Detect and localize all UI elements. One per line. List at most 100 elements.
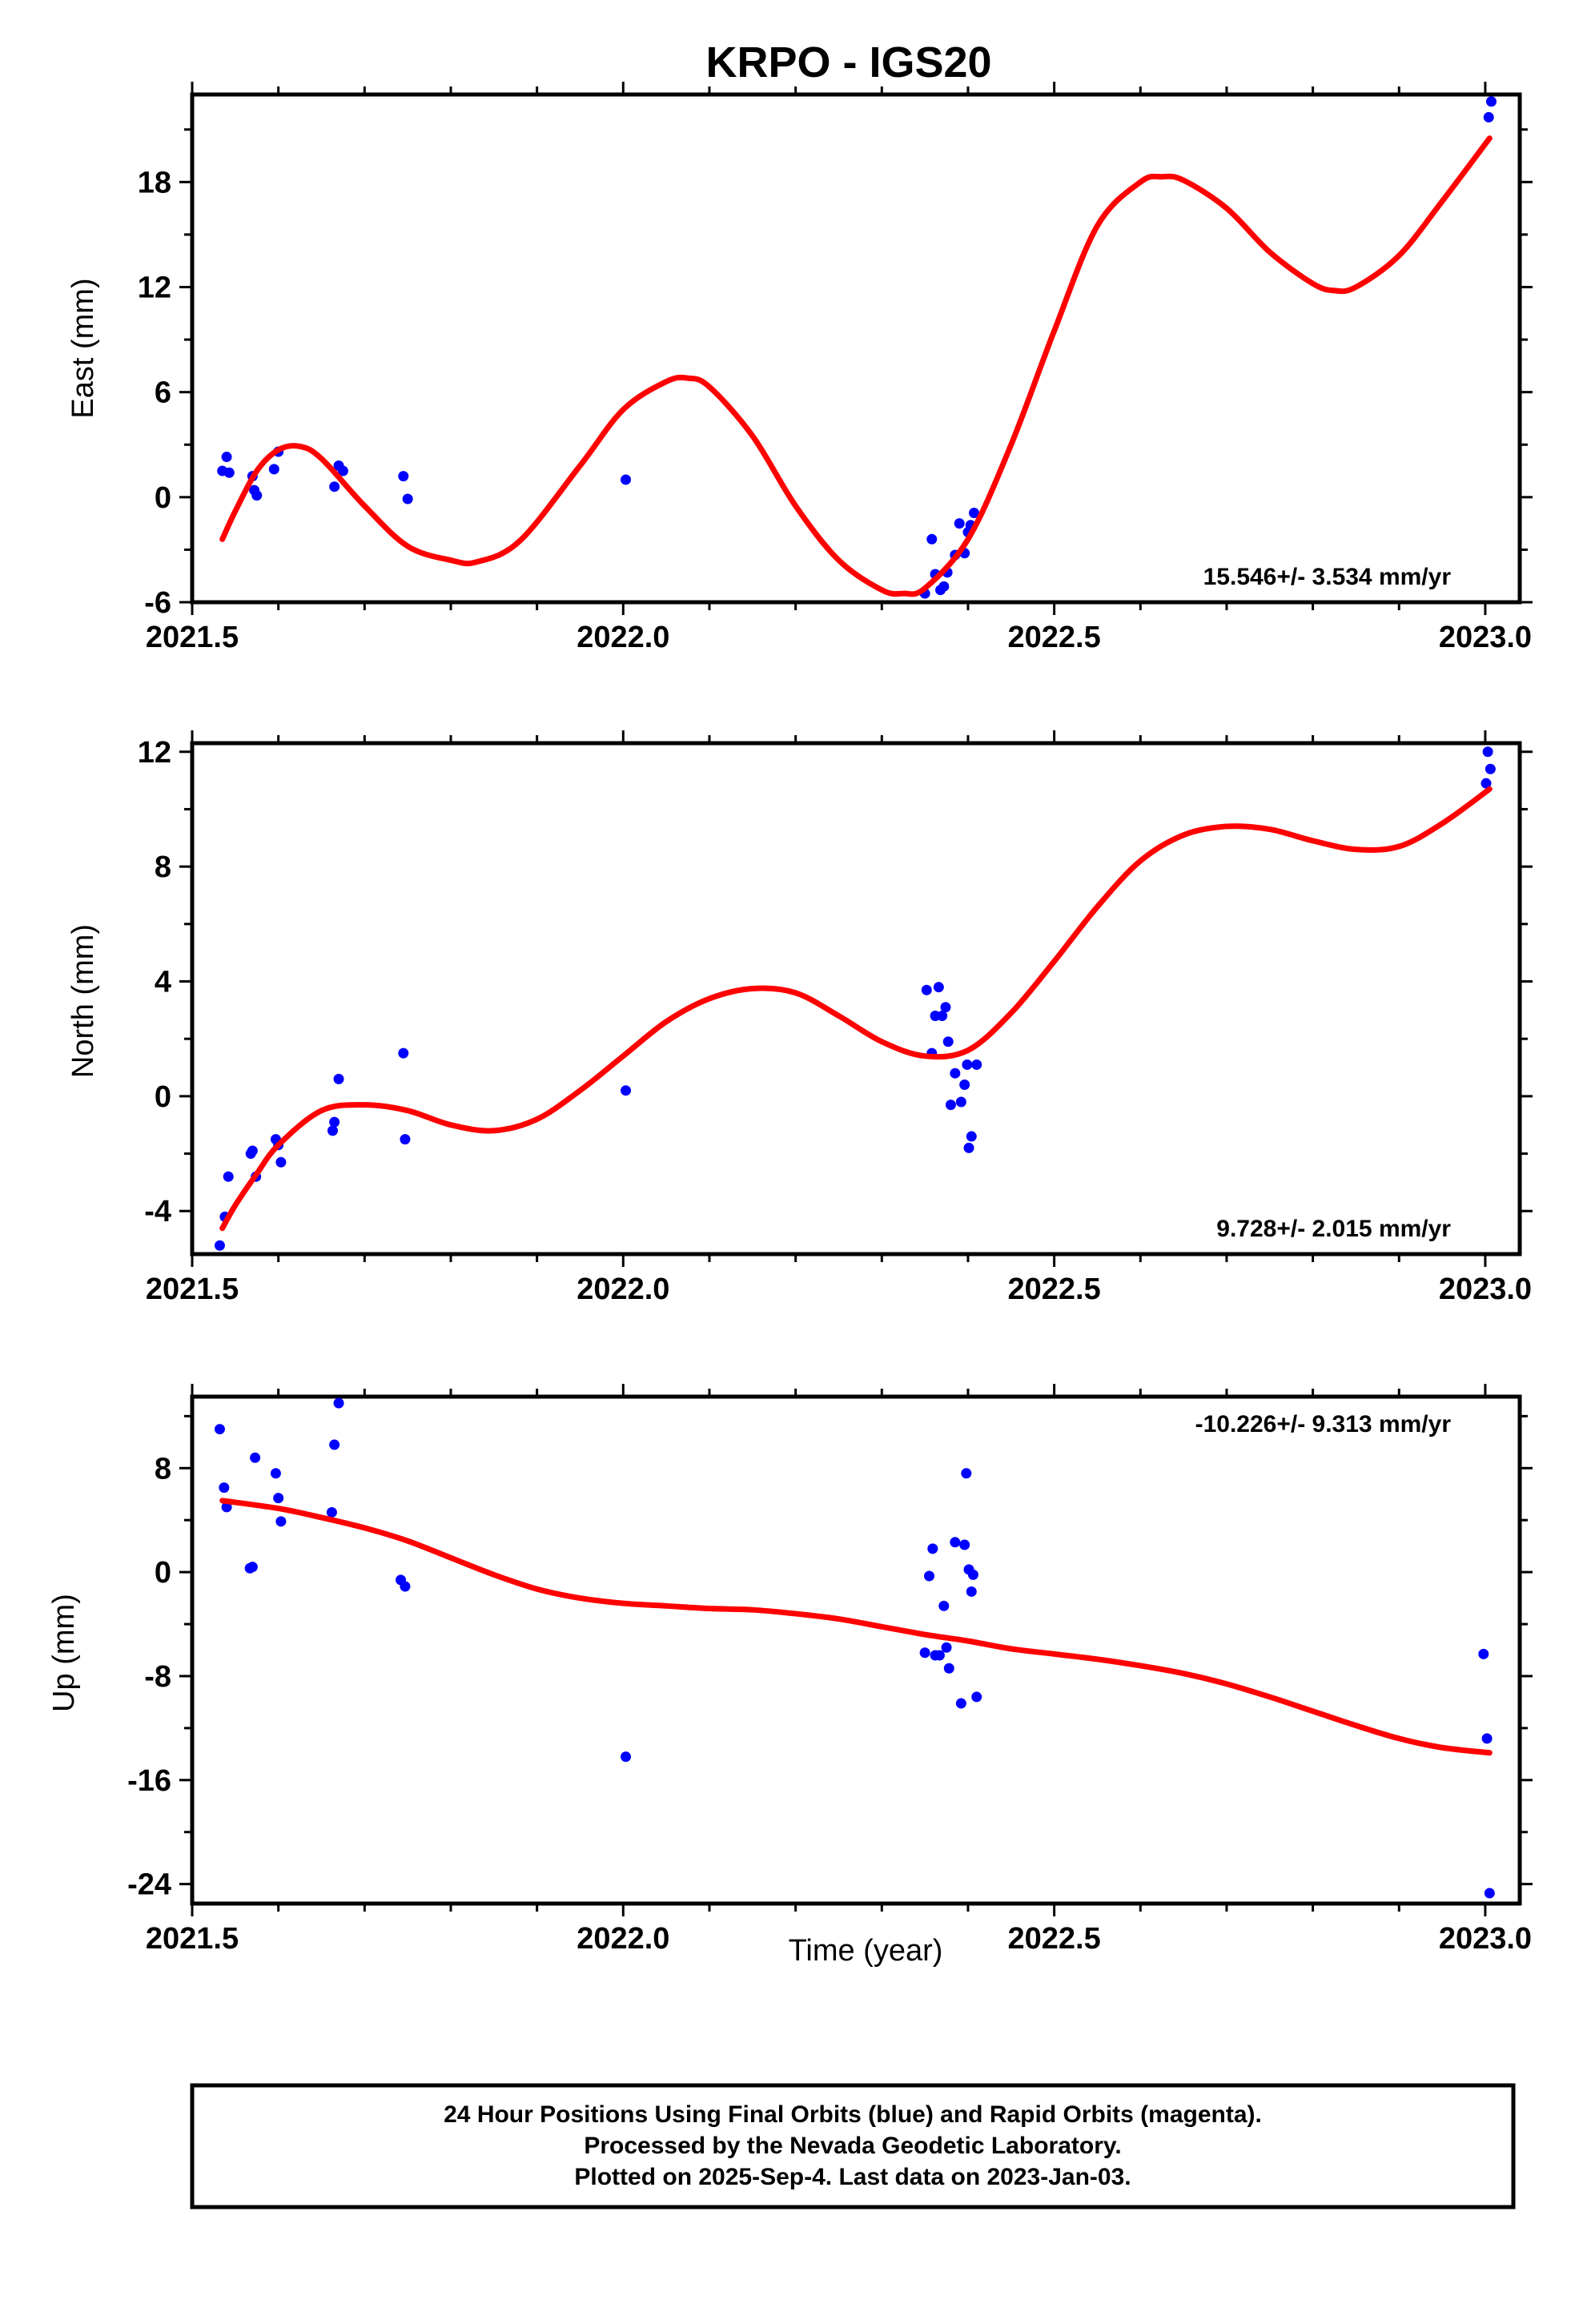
east-xtick-label: 2022.0 [577, 621, 669, 654]
north-data-point [962, 1059, 973, 1070]
up-data-point [941, 1642, 952, 1653]
up-data-point [326, 1506, 337, 1518]
up-data-point [273, 1493, 284, 1504]
east-xtick-label: 2022.5 [1008, 621, 1101, 654]
north-xtick-label: 2022.0 [577, 1273, 669, 1306]
east-data-point [1485, 96, 1497, 107]
up-data-point [270, 1468, 281, 1479]
up-xtick-label: 2022.0 [577, 1922, 669, 1956]
up-data-point [221, 1502, 232, 1513]
up-data-point [967, 1569, 978, 1580]
east-data-point [329, 481, 340, 493]
footer-line-1: 24 Hour Positions Using Final Orbits (bl… [444, 2101, 1262, 2128]
north-data-point [1482, 746, 1493, 758]
north-plot-area [214, 746, 1496, 1251]
east-data-point [402, 493, 413, 505]
north-data-point [398, 1047, 409, 1059]
up-data-point [247, 1562, 258, 1573]
east-data-point [398, 471, 409, 482]
up-data-point [924, 1570, 935, 1582]
north-data-point [247, 1145, 258, 1156]
north-data-point [950, 1068, 961, 1079]
up-data-point [934, 1650, 945, 1661]
north-data-point [223, 1171, 234, 1182]
north-data-point [214, 1240, 225, 1251]
up-ytick-label: 0 [155, 1556, 171, 1590]
up-ytick-label: -8 [144, 1660, 171, 1694]
north-ytick-label: 4 [155, 965, 171, 999]
north-data-point [942, 1036, 954, 1047]
east-data-point [221, 452, 232, 463]
up-plot-area [214, 1397, 1495, 1899]
east-data-point [621, 474, 632, 485]
north-data-point [959, 1080, 970, 1091]
north-rate-label: 9.728+/- 2.015 mm/yr [1216, 1216, 1451, 1242]
north-ytick-label: 12 [138, 736, 171, 770]
up-data-point [1484, 1888, 1495, 1899]
up-ytick-label: -24 [127, 1868, 171, 1902]
up-ylabel: Up (mm) [47, 1594, 81, 1712]
east-ytick-label: 0 [155, 481, 171, 515]
north-data-point [940, 1002, 951, 1013]
east-data-point [926, 533, 938, 545]
north-ytick-label: 0 [155, 1080, 171, 1114]
up-ytick-label: -16 [127, 1764, 171, 1798]
chart-title: KRPO - IGS20 [705, 38, 991, 86]
north-panel: 2021.5 2022.0 2022.5 2023.0 -4 0 4 8 12 North (mm… [66, 730, 1533, 1306]
east-data-point [954, 518, 965, 529]
east-fit-line [219, 135, 1493, 597]
north-data-point [971, 1059, 982, 1070]
east-xtick-label: 2021.5 [146, 621, 239, 654]
north-data-point [333, 1073, 344, 1084]
east-data-point [251, 490, 263, 501]
east-ytick-label: 6 [155, 376, 171, 410]
up-data-point [959, 1539, 970, 1550]
up-xtick-label: 2021.5 [146, 1922, 239, 1956]
up-fit-line [219, 1498, 1493, 1756]
north-data-point [963, 1142, 974, 1153]
up-data-point [214, 1424, 225, 1435]
north-data-point [966, 1131, 977, 1142]
north-data-point [955, 1096, 966, 1108]
north-data-point [921, 984, 932, 995]
up-data-point [938, 1600, 950, 1611]
east-plot-frame [190, 92, 1522, 605]
north-data-point [937, 1011, 948, 1022]
north-data-point [933, 982, 944, 993]
north-data-point [945, 1100, 956, 1111]
north-xtick-label: 2023.0 [1439, 1273, 1532, 1306]
north-data-point [327, 1125, 338, 1136]
east-rate-label: 15.546+/- 3.534 mm/yr [1203, 564, 1452, 590]
north-ytick-label: 8 [155, 850, 171, 884]
east-xtick-label: 2023.0 [1439, 621, 1532, 654]
north-fit-line [219, 786, 1493, 1232]
up-data-point [275, 1516, 287, 1527]
up-panel: 2021.5 2022.0 2022.5 2023.0 -24 -16 -8 0 8 Up (mm… [47, 1384, 1533, 1968]
north-ylabel: North (mm) [66, 924, 100, 1078]
footer-line-2: Processed by the Nevada Geodetic Laborat… [584, 2133, 1121, 2159]
up-data-point [621, 1751, 632, 1763]
east-ytick-label: 18 [138, 166, 171, 199]
north-plot-frame [190, 741, 1522, 1256]
up-data-point [1478, 1648, 1489, 1659]
up-data-point [1481, 1733, 1493, 1744]
up-data-point [333, 1397, 344, 1409]
up-xtick-label: 2023.0 [1439, 1922, 1532, 1956]
east-data-point [268, 464, 279, 475]
up-data-point [950, 1537, 961, 1548]
footer-line-3: Plotted on 2025-Sep-4. Last data on 2023… [574, 2164, 1131, 2190]
up-plot-frame [190, 1394, 1522, 1906]
east-plot-area [217, 96, 1497, 599]
footer-box: 24 Hour Positions Using Final Orbits (bl… [190, 2083, 1516, 2209]
north-data-point [1485, 763, 1496, 774]
east-data-point [1483, 111, 1494, 123]
east-ytick-label: -6 [144, 586, 171, 620]
up-ytick-label: 8 [155, 1452, 171, 1486]
up-data-point [250, 1452, 261, 1463]
up-rate-label: -10.226+/- 9.313 mm/yr [1195, 1411, 1452, 1437]
north-data-point [1481, 778, 1492, 789]
up-xlabel: Time (year) [789, 1934, 943, 1968]
north-data-point [275, 1156, 287, 1168]
east-data-point [337, 465, 348, 476]
